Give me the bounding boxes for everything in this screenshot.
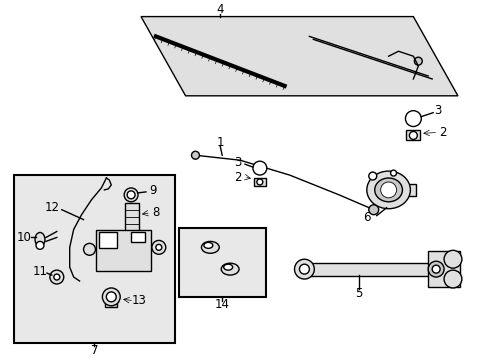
Bar bbox=[105, 299, 117, 307]
Text: 7: 7 bbox=[90, 344, 98, 357]
Ellipse shape bbox=[374, 178, 402, 202]
Text: 5: 5 bbox=[354, 287, 362, 300]
Bar bbox=[304, 263, 437, 276]
Text: 12: 12 bbox=[44, 201, 59, 214]
Circle shape bbox=[106, 292, 116, 302]
Circle shape bbox=[443, 270, 461, 288]
Circle shape bbox=[191, 151, 199, 159]
Bar bbox=[253, 178, 265, 186]
Circle shape bbox=[427, 261, 443, 277]
Circle shape bbox=[50, 270, 63, 284]
Circle shape bbox=[405, 111, 421, 126]
Text: 11: 11 bbox=[32, 265, 47, 278]
Circle shape bbox=[299, 264, 309, 274]
Circle shape bbox=[256, 179, 262, 185]
Polygon shape bbox=[141, 17, 457, 96]
Text: 2: 2 bbox=[438, 126, 446, 139]
Bar bbox=[178, 228, 265, 297]
Text: 3: 3 bbox=[234, 156, 241, 169]
Circle shape bbox=[252, 161, 266, 175]
Circle shape bbox=[368, 205, 378, 215]
Text: 10: 10 bbox=[17, 231, 32, 244]
Bar bbox=[99, 233, 117, 248]
Circle shape bbox=[156, 244, 162, 250]
Text: 8: 8 bbox=[152, 206, 159, 219]
Bar bbox=[131, 233, 144, 242]
Circle shape bbox=[431, 265, 439, 273]
Text: 13: 13 bbox=[131, 294, 146, 307]
Circle shape bbox=[102, 288, 120, 306]
Text: 6: 6 bbox=[362, 211, 370, 224]
Bar bbox=[427, 251, 459, 287]
Circle shape bbox=[152, 240, 165, 254]
Ellipse shape bbox=[203, 242, 212, 248]
Bar bbox=[96, 230, 151, 271]
Bar bbox=[406, 130, 419, 140]
Bar bbox=[14, 175, 174, 343]
Circle shape bbox=[443, 250, 461, 268]
Text: 9: 9 bbox=[149, 184, 156, 197]
Circle shape bbox=[36, 242, 44, 249]
Circle shape bbox=[380, 182, 396, 198]
Text: 1: 1 bbox=[216, 136, 224, 149]
Text: 14: 14 bbox=[214, 298, 229, 311]
Circle shape bbox=[368, 172, 376, 180]
Circle shape bbox=[294, 259, 314, 279]
Ellipse shape bbox=[366, 171, 409, 209]
Ellipse shape bbox=[35, 233, 45, 246]
Ellipse shape bbox=[201, 242, 219, 253]
Circle shape bbox=[413, 57, 422, 65]
Circle shape bbox=[408, 131, 416, 139]
Circle shape bbox=[127, 191, 135, 199]
Circle shape bbox=[124, 188, 138, 202]
Ellipse shape bbox=[223, 264, 232, 270]
Text: 4: 4 bbox=[216, 3, 224, 16]
Text: 3: 3 bbox=[433, 104, 441, 117]
Ellipse shape bbox=[221, 263, 239, 275]
Circle shape bbox=[54, 274, 60, 280]
Circle shape bbox=[390, 170, 396, 176]
Bar bbox=[402, 184, 415, 196]
Text: 2: 2 bbox=[234, 171, 242, 184]
Circle shape bbox=[83, 243, 95, 255]
Bar bbox=[125, 203, 139, 230]
